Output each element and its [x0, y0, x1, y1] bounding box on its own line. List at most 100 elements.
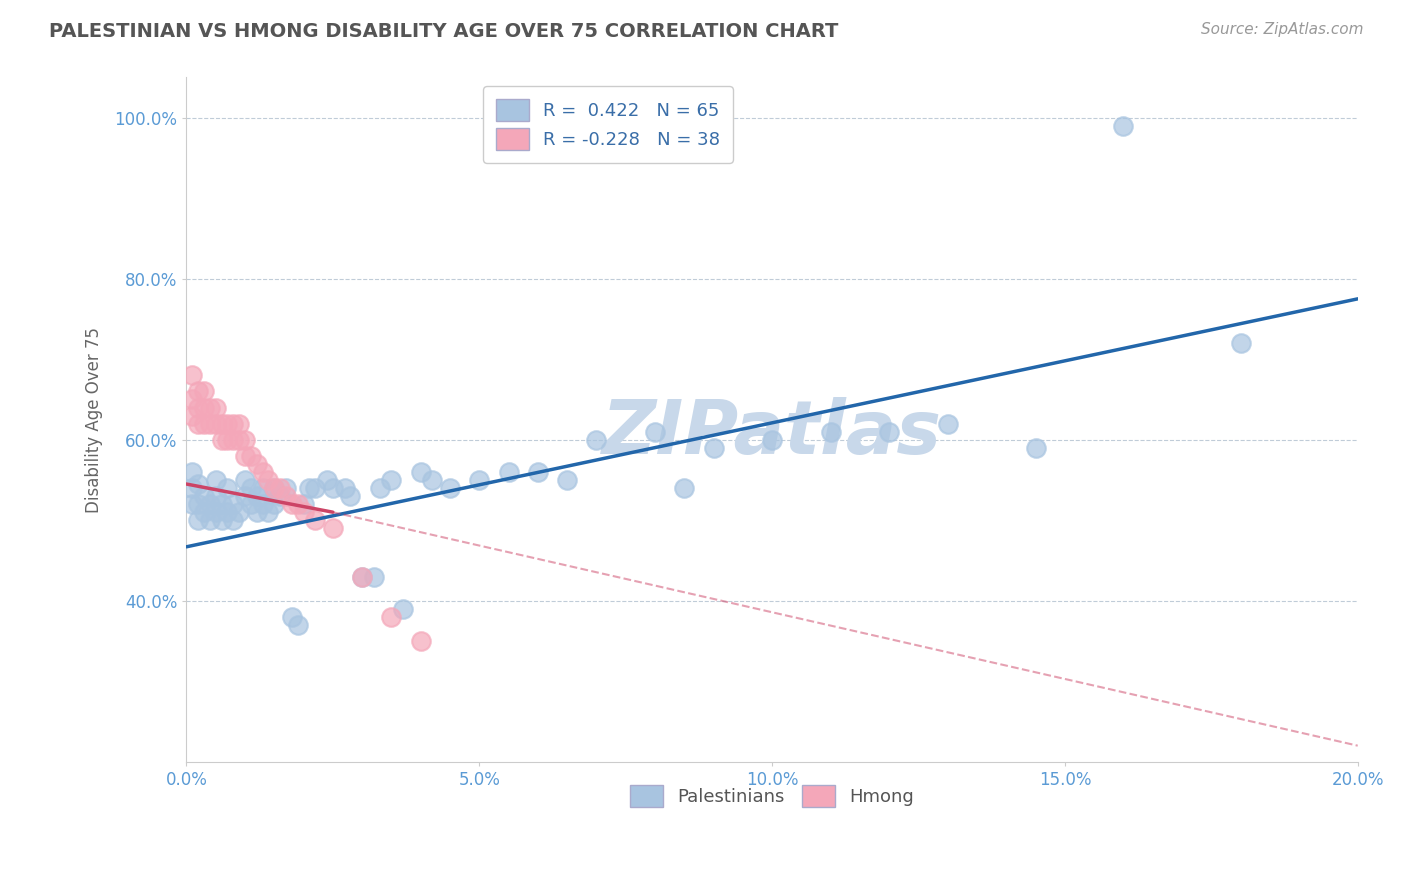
Y-axis label: Disability Age Over 75: Disability Age Over 75 — [86, 326, 103, 513]
Point — [187, 401, 209, 415]
Point — [204, 417, 226, 431]
Point — [228, 433, 250, 447]
Point — [193, 489, 215, 503]
Point — [187, 417, 209, 431]
Point — [263, 481, 285, 495]
Point — [322, 481, 344, 495]
Point — [193, 417, 215, 431]
Point — [281, 610, 304, 624]
Point — [287, 497, 309, 511]
Point — [204, 489, 226, 503]
Point — [233, 473, 256, 487]
Point — [877, 425, 900, 439]
Point — [239, 497, 262, 511]
Point — [409, 465, 432, 479]
Point — [246, 457, 269, 471]
Point — [392, 602, 415, 616]
Point — [181, 409, 204, 423]
Text: PALESTINIAN VS HMONG DISABILITY AGE OVER 75 CORRELATION CHART: PALESTINIAN VS HMONG DISABILITY AGE OVER… — [49, 22, 838, 41]
Point — [1112, 119, 1135, 133]
Point — [269, 489, 291, 503]
Point — [368, 481, 391, 495]
Point — [239, 481, 262, 495]
Point — [339, 489, 361, 503]
Point — [820, 425, 842, 439]
Point — [252, 481, 274, 495]
Point — [304, 481, 326, 495]
Point — [204, 473, 226, 487]
Point — [274, 481, 297, 495]
Point — [222, 433, 245, 447]
Point — [363, 569, 385, 583]
Point — [702, 441, 724, 455]
Point — [181, 392, 204, 407]
Point — [439, 481, 461, 495]
Point — [198, 401, 221, 415]
Point — [187, 477, 209, 491]
Point — [181, 497, 204, 511]
Point — [333, 481, 356, 495]
Point — [292, 505, 315, 519]
Text: Source: ZipAtlas.com: Source: ZipAtlas.com — [1201, 22, 1364, 37]
Point — [316, 473, 339, 487]
Point — [222, 417, 245, 431]
Point — [322, 521, 344, 535]
Point — [673, 481, 696, 495]
Point — [257, 505, 280, 519]
Point — [198, 417, 221, 431]
Point — [217, 417, 239, 431]
Point — [298, 481, 321, 495]
Point — [380, 473, 402, 487]
Point — [222, 513, 245, 527]
Point — [352, 569, 374, 583]
Point — [217, 505, 239, 519]
Point — [269, 481, 291, 495]
Point — [380, 610, 402, 624]
Point — [246, 505, 269, 519]
Point — [304, 513, 326, 527]
Point — [187, 497, 209, 511]
Point — [527, 465, 550, 479]
Point — [187, 384, 209, 399]
Point — [281, 497, 304, 511]
Point — [1025, 441, 1047, 455]
Point — [193, 401, 215, 415]
Point — [287, 618, 309, 632]
Text: ZIPatlas: ZIPatlas — [602, 397, 942, 470]
Point — [252, 465, 274, 479]
Point — [181, 465, 204, 479]
Point — [252, 497, 274, 511]
Point — [193, 505, 215, 519]
Point — [217, 481, 239, 495]
Point — [263, 481, 285, 495]
Point — [585, 433, 607, 447]
Point — [181, 368, 204, 383]
Point — [193, 384, 215, 399]
Point — [1229, 336, 1251, 351]
Point — [198, 513, 221, 527]
Point — [233, 489, 256, 503]
Point — [274, 489, 297, 503]
Point — [263, 497, 285, 511]
Point — [211, 513, 233, 527]
Point — [204, 505, 226, 519]
Point — [222, 497, 245, 511]
Point — [292, 497, 315, 511]
Point — [211, 417, 233, 431]
Point — [217, 433, 239, 447]
Point — [204, 401, 226, 415]
Point — [187, 513, 209, 527]
Point — [555, 473, 578, 487]
Point — [233, 433, 256, 447]
Point — [761, 433, 783, 447]
Point — [644, 425, 666, 439]
Point — [498, 465, 520, 479]
Point — [211, 497, 233, 511]
Point — [246, 489, 269, 503]
Point — [198, 497, 221, 511]
Point — [257, 473, 280, 487]
Point — [233, 449, 256, 463]
Point — [181, 481, 204, 495]
Point — [936, 417, 959, 431]
Point — [468, 473, 491, 487]
